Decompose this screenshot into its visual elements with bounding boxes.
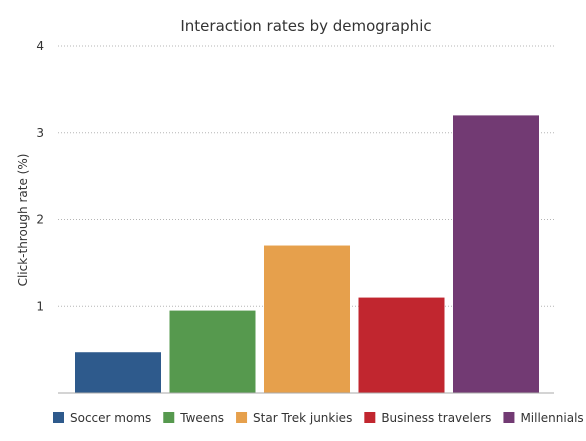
chart-title: Interaction rates by demographic bbox=[180, 17, 431, 35]
bar-business-travelers bbox=[358, 297, 445, 393]
legend-swatch bbox=[236, 412, 248, 423]
y-axis-label: Click-through rate (%) bbox=[16, 154, 30, 287]
bar-millennials bbox=[453, 115, 539, 394]
legend-label: Business travelers bbox=[381, 411, 491, 425]
legend-label: Star Trek junkies bbox=[253, 411, 352, 425]
bar-tweens bbox=[169, 310, 256, 393]
y-tick-label: 1 bbox=[36, 299, 44, 313]
bar-star-trek-junkies bbox=[264, 245, 350, 393]
legend: Soccer moms Tweens Star Trek junkies Busine… bbox=[53, 411, 584, 425]
legend-swatch bbox=[53, 412, 64, 423]
legend-swatch bbox=[163, 412, 175, 423]
legend-label: Millennials bbox=[520, 411, 583, 425]
bars bbox=[75, 115, 539, 394]
y-tick-label: 4 bbox=[36, 39, 44, 53]
y-tick-label: 2 bbox=[36, 213, 44, 227]
y-tick-labels: 1 2 3 4 bbox=[36, 39, 44, 313]
bar-soccer-moms bbox=[75, 352, 161, 393]
legend-swatch bbox=[503, 412, 515, 423]
legend-label: Soccer moms bbox=[70, 411, 151, 425]
y-tick-label: 3 bbox=[36, 126, 44, 140]
legend-swatch bbox=[364, 412, 376, 423]
legend-label: Tweens bbox=[179, 411, 224, 425]
